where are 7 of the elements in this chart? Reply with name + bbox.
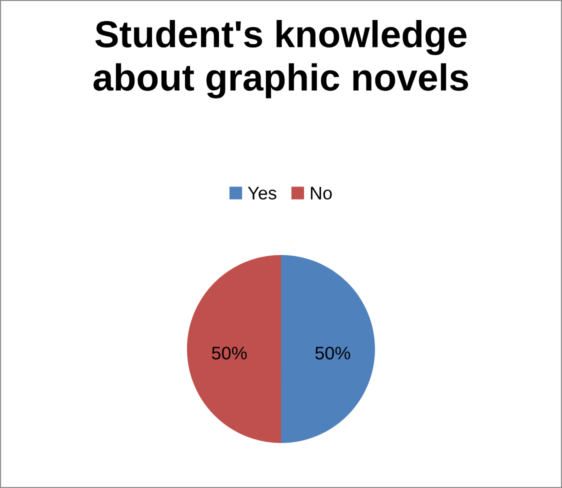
chart-title: Student's knowledge about graphic novels: [94, 20, 468, 98]
pie-slice: [187, 255, 281, 443]
data-label: 50%: [212, 346, 247, 360]
data-label: 50%: [315, 346, 350, 360]
legend-label: Yes: [248, 186, 276, 200]
legend-label: No: [310, 186, 332, 200]
pie-slice: [281, 255, 375, 443]
